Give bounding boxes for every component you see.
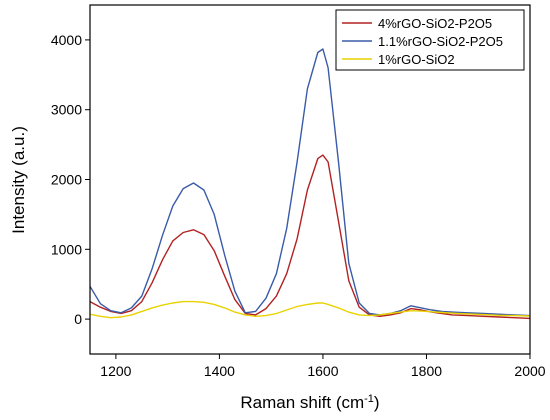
y-tick-label: 1000: [51, 241, 82, 257]
x-tick-label: 1400: [204, 363, 235, 379]
legend-label: 1.1%rGO-SiO2-P2O5: [378, 34, 503, 49]
y-axis-title: Intensity (a.u.): [9, 126, 28, 234]
series-line-2: [89, 48, 531, 317]
y-tick-label: 2000: [51, 172, 82, 188]
x-axis-title: Raman shift (cm-1): [240, 393, 379, 412]
x-tick-label: 2000: [514, 363, 545, 379]
y-tick-label: 0: [74, 311, 82, 327]
y-tick-label: 3000: [51, 102, 82, 118]
legend-label: 4%rGO-SiO2-P2O5: [378, 16, 492, 31]
series-line-3: [89, 300, 531, 319]
x-tick-label: 1200: [100, 363, 131, 379]
y-tick-label: 4000: [51, 32, 82, 48]
x-tick-label: 1800: [411, 363, 442, 379]
plot-area: [89, 48, 531, 320]
legend-box: [335, 9, 525, 71]
legend-label: 1%rGO-SiO2: [378, 52, 455, 67]
series-line-1: [89, 154, 531, 320]
axis-ticks: 1200 1400 1600 1800 2000 0 1000 2000 3000 4000: [51, 32, 546, 379]
legend: 4%rGO-SiO2-P2O5 1.1%rGO-SiO2-P2O5 1%rGO-Si…: [335, 9, 525, 71]
x-tick-label: 1600: [307, 363, 338, 379]
